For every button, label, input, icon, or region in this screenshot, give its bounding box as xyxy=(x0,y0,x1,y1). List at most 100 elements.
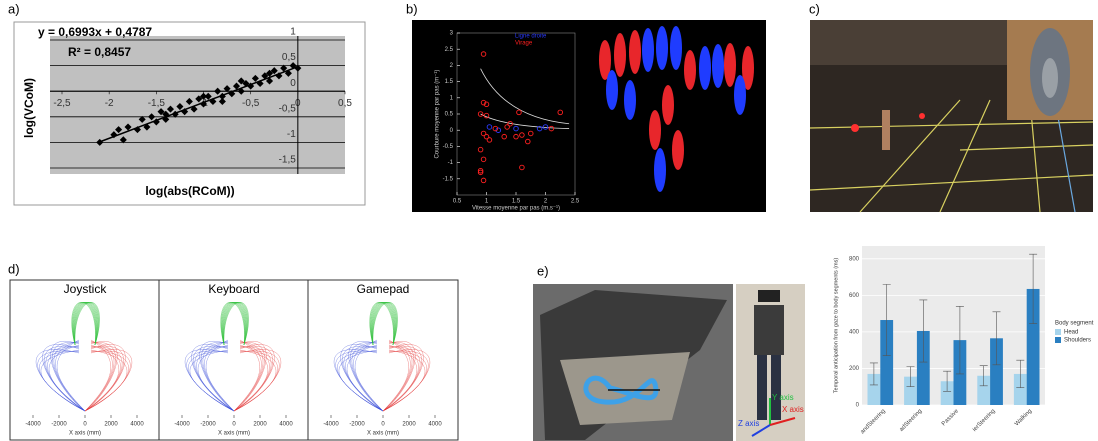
panel-label: d) xyxy=(8,261,20,276)
legend-label: Shoulders xyxy=(1064,338,1091,344)
point xyxy=(480,51,487,57)
point xyxy=(477,111,484,117)
trajectory xyxy=(382,350,427,412)
error-bar xyxy=(882,284,891,356)
y-tick-label: 0 xyxy=(856,403,860,409)
trajectory xyxy=(233,346,272,412)
point xyxy=(96,138,104,146)
x-tick-label: Passive xyxy=(941,408,961,428)
point xyxy=(176,103,184,111)
photo-participant xyxy=(736,284,805,441)
trajectory xyxy=(335,350,384,412)
point xyxy=(232,82,241,90)
point xyxy=(256,79,264,88)
point xyxy=(480,177,487,184)
x-tick-label: 4000 xyxy=(428,422,442,428)
point xyxy=(133,126,142,134)
trajectory xyxy=(382,341,413,412)
point xyxy=(185,97,193,105)
trajectory xyxy=(186,350,235,412)
x-tick-label: andSteering xyxy=(860,408,887,435)
point xyxy=(519,164,525,171)
legend-title: Body segment xyxy=(1055,321,1094,327)
subplot-title: Joystick xyxy=(64,282,108,296)
x-tick-label: 1 xyxy=(485,199,489,205)
x-tick-label: -2 xyxy=(105,98,114,109)
x-tick-label: 4000 xyxy=(279,422,293,428)
point xyxy=(265,77,274,85)
point xyxy=(486,137,493,143)
x-tick-label: 2000 xyxy=(402,422,416,428)
trajectory xyxy=(47,345,86,412)
point xyxy=(237,87,245,95)
point xyxy=(218,97,226,105)
point xyxy=(171,110,179,118)
point xyxy=(247,82,255,90)
render-room xyxy=(533,284,733,441)
trajectory xyxy=(340,344,384,412)
trajectory xyxy=(233,341,264,412)
point xyxy=(483,112,490,119)
trajectory xyxy=(233,349,282,412)
y-axis-label: Courbure moyenne par pas (m⁻¹) xyxy=(435,70,441,159)
y-tick-label: -1,5 xyxy=(279,155,297,166)
trajectory xyxy=(382,346,421,412)
error-bar xyxy=(1029,253,1038,324)
trajectory xyxy=(84,350,129,412)
x-tick-label: 2000 xyxy=(104,422,118,428)
error-bar xyxy=(992,311,1001,366)
y-tick-label: 0.5 xyxy=(445,112,454,118)
trajectory xyxy=(35,349,86,412)
point xyxy=(199,92,208,100)
x-tick-label: -2000 xyxy=(200,422,216,428)
trajectory xyxy=(84,341,115,412)
fit-curve xyxy=(480,113,570,129)
bar xyxy=(904,376,917,405)
point xyxy=(492,125,499,132)
error-bar xyxy=(979,365,988,387)
x-axis-label: X axis (mm) xyxy=(367,431,399,437)
x-tick-label: 0 xyxy=(381,422,385,428)
x-tick-label: 0,5 xyxy=(338,98,352,109)
trajectory xyxy=(188,350,235,412)
y-axis-label: log(VCoM) xyxy=(22,78,36,138)
x-tick-label: 0 xyxy=(83,422,87,428)
panel-label: e) xyxy=(537,263,549,278)
trajectories xyxy=(333,302,431,412)
trajectory xyxy=(382,350,429,412)
trajectory xyxy=(337,350,384,412)
trajectory xyxy=(42,344,86,412)
trajectory xyxy=(55,340,86,412)
point xyxy=(477,146,484,153)
trajectory xyxy=(84,349,133,412)
y-tick-label: 1 xyxy=(290,27,296,38)
annotation: R² = 0,8457 xyxy=(68,45,131,59)
x-tick-label: 0 xyxy=(232,422,236,428)
x-tick-label: adSteering xyxy=(899,408,924,433)
x-tick-label: -4000 xyxy=(25,422,41,428)
point xyxy=(195,95,203,103)
point xyxy=(251,74,259,82)
annotation: y = 0,6993x + 0,4787 xyxy=(38,25,152,39)
point xyxy=(190,105,198,113)
trajectory xyxy=(194,346,235,412)
point xyxy=(516,109,522,116)
point xyxy=(557,109,564,116)
error-bar xyxy=(906,366,915,388)
y-tick-label: 0,5 xyxy=(282,52,296,63)
y-tick-label: 1.5 xyxy=(445,79,454,85)
point xyxy=(119,136,127,144)
point xyxy=(289,62,297,70)
trajectory xyxy=(53,341,86,412)
point xyxy=(548,125,555,132)
point xyxy=(181,108,189,116)
point xyxy=(209,97,217,105)
trajectory xyxy=(382,349,431,412)
trajectory xyxy=(382,340,411,412)
photo-lab xyxy=(809,20,1094,213)
point xyxy=(477,169,484,176)
trajectory xyxy=(353,340,384,412)
point xyxy=(284,69,292,77)
trajectory xyxy=(333,349,384,412)
bar xyxy=(1026,288,1040,405)
